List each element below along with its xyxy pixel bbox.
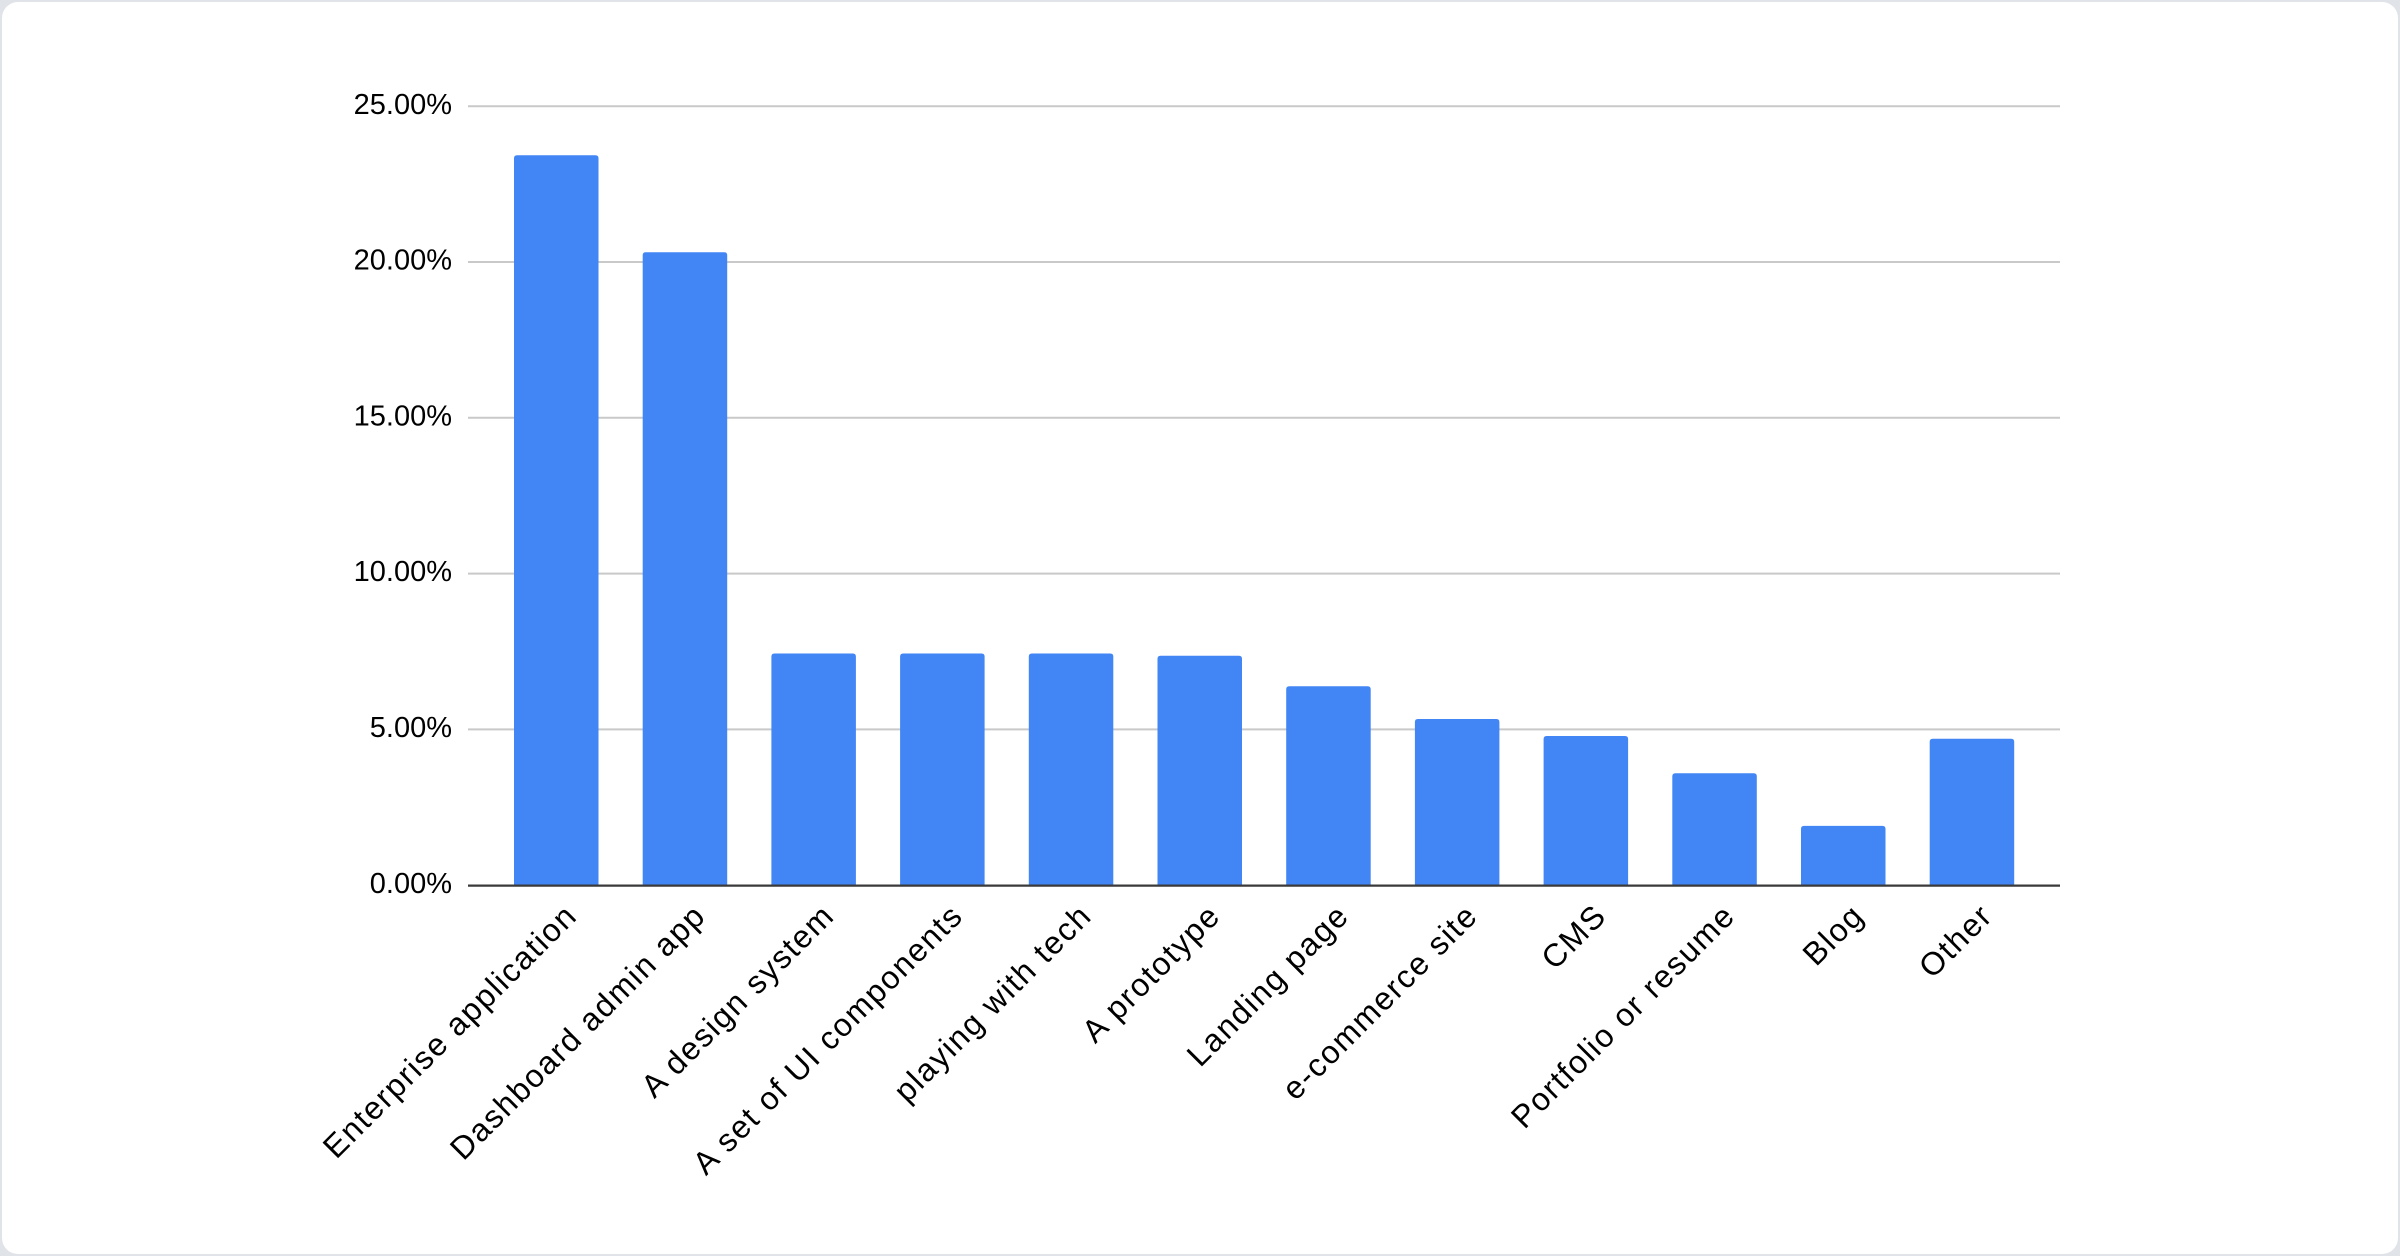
- svg-text:Dashboard admin app: Dashboard admin app: [443, 897, 713, 1167]
- svg-text:Other: Other: [1912, 897, 2000, 985]
- svg-text:CMS: CMS: [1534, 897, 1613, 976]
- svg-text:5.00%: 5.00%: [370, 712, 452, 744]
- svg-text:Portfolio or resume: Portfolio or resume: [1504, 897, 1742, 1135]
- svg-text:20.00%: 20.00%: [354, 245, 452, 277]
- svg-text:25.00%: 25.00%: [354, 89, 452, 121]
- svg-text:Enterprise application: Enterprise application: [316, 897, 584, 1165]
- svg-text:0.00%: 0.00%: [370, 868, 452, 900]
- svg-text:Blog: Blog: [1795, 897, 1870, 972]
- svg-text:15.00%: 15.00%: [354, 400, 452, 432]
- svg-text:A set of UI components: A set of UI components: [685, 897, 969, 1181]
- svg-text:10.00%: 10.00%: [354, 556, 452, 588]
